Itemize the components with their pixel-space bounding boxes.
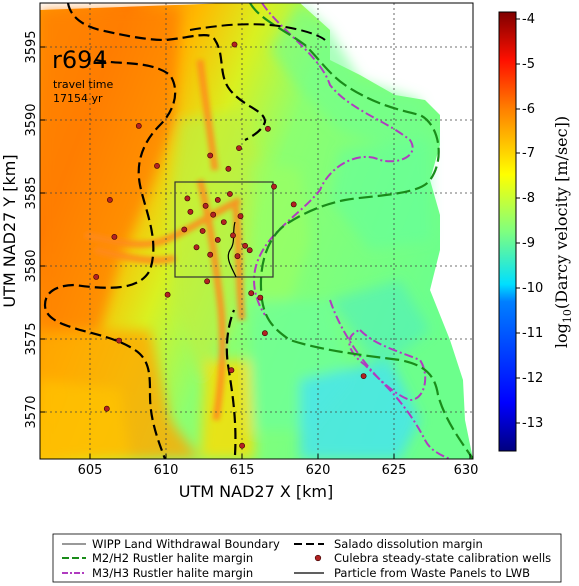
colorbar-title: log10(Darcy velocity [m/sec]) [552, 116, 574, 348]
calibration-well-marker [111, 233, 118, 240]
x-tick-label: 615 [230, 463, 255, 478]
calibration-well-marker [246, 247, 253, 254]
calibration-well-marker [193, 244, 200, 251]
calibration-well-marker [236, 145, 242, 151]
calibration-well-marker [210, 211, 217, 218]
run-label: r694 [52, 46, 108, 74]
legend-label-salado: Salado dissolution margin [334, 537, 483, 551]
x-tick-label: 610 [154, 463, 179, 478]
legend-label-wells: Culebra steady-state calibration wells [334, 551, 551, 565]
grid [40, 3, 473, 459]
calibration-well-marker [257, 294, 264, 301]
calibration-well-marker [184, 195, 191, 202]
y-tick-label: 3570 [24, 395, 39, 428]
y-tick-label: 3575 [24, 322, 39, 355]
colorbar-title-log: log [552, 323, 571, 348]
x-tick-label: 620 [306, 463, 331, 478]
particle-track [227, 221, 237, 278]
y-tick-label: 3580 [24, 249, 39, 282]
calibration-well-marker [220, 219, 227, 225]
calibration-well-marker [290, 201, 297, 208]
calibration-well-marker [228, 367, 235, 374]
calibration-well-marker [264, 125, 271, 132]
calibration-well-marker [230, 232, 236, 239]
calibration-well-marker [261, 330, 268, 337]
calibration-well-marker [187, 208, 194, 215]
calibration-well-marker [239, 442, 245, 449]
colorbar-gradient [498, 11, 517, 452]
y-tick-labels: 3595 3590 3585 3580 3575 3570 [24, 30, 39, 428]
calibration-well-marker [107, 196, 113, 203]
calibration-well-marker [164, 291, 171, 298]
colorbar-tick-label: -5 [522, 57, 535, 72]
colorbar-tick-label: -7 [522, 146, 535, 161]
colorbar-tick-label: -12 [522, 371, 543, 386]
calibration-well-marker [214, 196, 221, 203]
colorbar-tick-label: -10 [522, 281, 543, 296]
velocity-patches [40, 3, 430, 459]
m2-h2-margin [249, 3, 473, 459]
calibration-well-marker [271, 183, 277, 190]
legend-label-m2h2: M2/H2 Rustler halite margin [92, 551, 253, 565]
salado-margin-top [189, 23, 326, 41]
salado-margin [43, 3, 267, 459]
calibration-well-marker [207, 251, 214, 258]
colorbar: -4 -5 -6 -7 -8 -9 -10 -11 -12 -13 log10(… [498, 11, 574, 452]
calibration-well-marker [242, 242, 248, 249]
calibration-well-marker [225, 165, 232, 172]
calibration-well-marker [199, 228, 206, 234]
legend-swatch-wells [314, 554, 322, 562]
colorbar-tick-label: -13 [522, 416, 543, 431]
plot-frame [39, 2, 474, 460]
colorbar-ticks [516, 18, 520, 424]
y-tick-label: 3590 [24, 103, 39, 136]
colorbar-tick-label: -6 [522, 102, 535, 117]
calibration-well-marker [214, 236, 221, 243]
calibration-well-marker [234, 253, 241, 260]
calibration-well-marker [207, 152, 214, 159]
y-tick-label: 3585 [24, 176, 39, 209]
calibration-well-marker [93, 273, 100, 280]
legend-label-m3h3: M3/H3 Rustler halite margin [92, 566, 253, 580]
legend-label-particle: Particle from Waste Panels to LWB [334, 566, 530, 580]
x-tick-label: 630 [454, 463, 479, 478]
calibration-well-marker [231, 41, 238, 48]
y-axis-title: UTM NAD27 Y [km] [0, 154, 19, 307]
calibration-well-marker [116, 337, 122, 344]
x-tick-label: 605 [78, 463, 103, 478]
calibration-well-marker [103, 405, 110, 412]
colorbar-tick-label: -9 [522, 236, 535, 251]
x-axis-title: UTM NAD27 X [km] [179, 482, 333, 501]
colorbar-tick-labels: -4 -5 -6 -7 -8 -9 -10 -11 -12 -13 [522, 12, 543, 431]
legend-frame [52, 533, 562, 583]
calibration-well-marker [360, 373, 367, 379]
wipp-land-withdrawal-boundary [174, 181, 274, 278]
colorbar-tick-label: -11 [522, 326, 543, 341]
colorbar-title-subscript: 10 [561, 309, 574, 323]
calibration-well-marker [226, 191, 233, 197]
calibration-wells [93, 41, 367, 449]
legend-label-lwb: WIPP Land Withdrawal Boundary [92, 537, 280, 551]
calibration-well-marker [237, 213, 244, 220]
calibration-well-marker [154, 162, 160, 169]
travel-time-value: 17154 yr [53, 92, 103, 105]
y-tick-label: 3595 [24, 30, 39, 63]
colorbar-title-rest: (Darcy velocity [m/sec]) [552, 116, 571, 309]
calibration-well-marker [181, 226, 188, 233]
legend: WIPP Land Withdrawal Boundary Salado dis… [52, 533, 562, 583]
colorbar-tick-label: -8 [522, 191, 535, 206]
colorbar-tick-label: -4 [522, 12, 535, 27]
axis-ticks [40, 46, 471, 459]
x-tick-labels: 605 610 615 620 625 630 [78, 463, 479, 478]
calibration-well-marker [202, 202, 209, 209]
calibration-well-marker [204, 278, 210, 285]
calibration-well-marker [135, 123, 142, 129]
travel-time-label: travel time [53, 78, 113, 91]
x-tick-label: 625 [382, 463, 407, 478]
calibration-well-marker [248, 290, 255, 297]
map-plot-area: r694 travel time 17154 yr [40, 3, 473, 459]
